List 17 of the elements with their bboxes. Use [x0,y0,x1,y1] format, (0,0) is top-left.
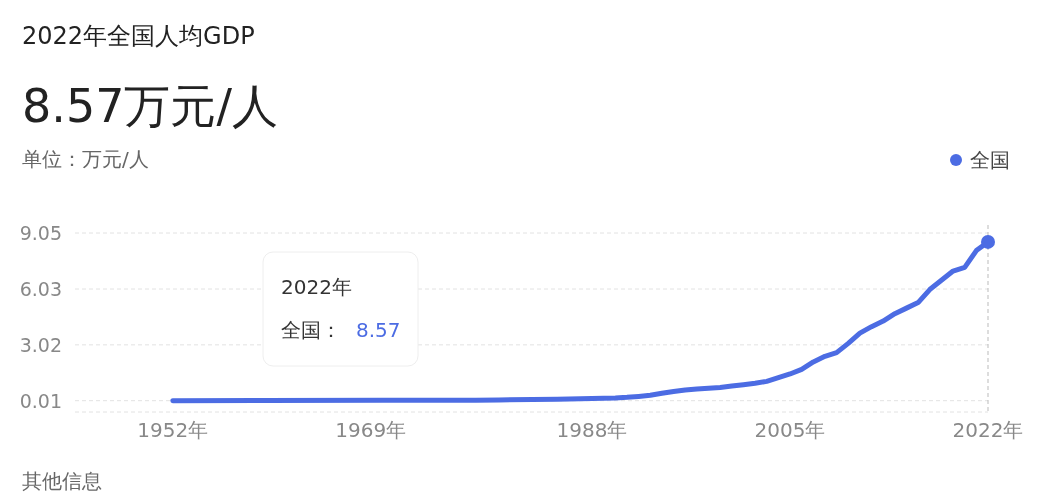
x-tick-label: 1952年 [137,418,209,442]
chart-subtitle: 8.57万元/人 [22,79,278,133]
x-tick-label: 1969年 [335,418,407,442]
y-tick-label: 9.05 [19,222,62,244]
y-tick-label: 6.03 [19,278,62,301]
y-tick-label: 3.02 [19,333,62,356]
x-tick-label: 1988年 [556,418,628,442]
legend-label: 全国 [970,148,1010,172]
chart-title: 2022年全国人均GDP [22,22,255,50]
annotation: 全国： [281,318,341,342]
y-axis-title: 单位：万元/人 [22,147,149,171]
annotation: 8.57 [356,318,401,342]
text: 其他信息 [22,469,102,493]
y-tick-label: 0.01 [19,389,62,412]
x-tick-label: 2005年 [754,418,826,442]
annotation: 2022年 [281,275,352,299]
x-tick-label: 2022年 [952,418,1024,442]
